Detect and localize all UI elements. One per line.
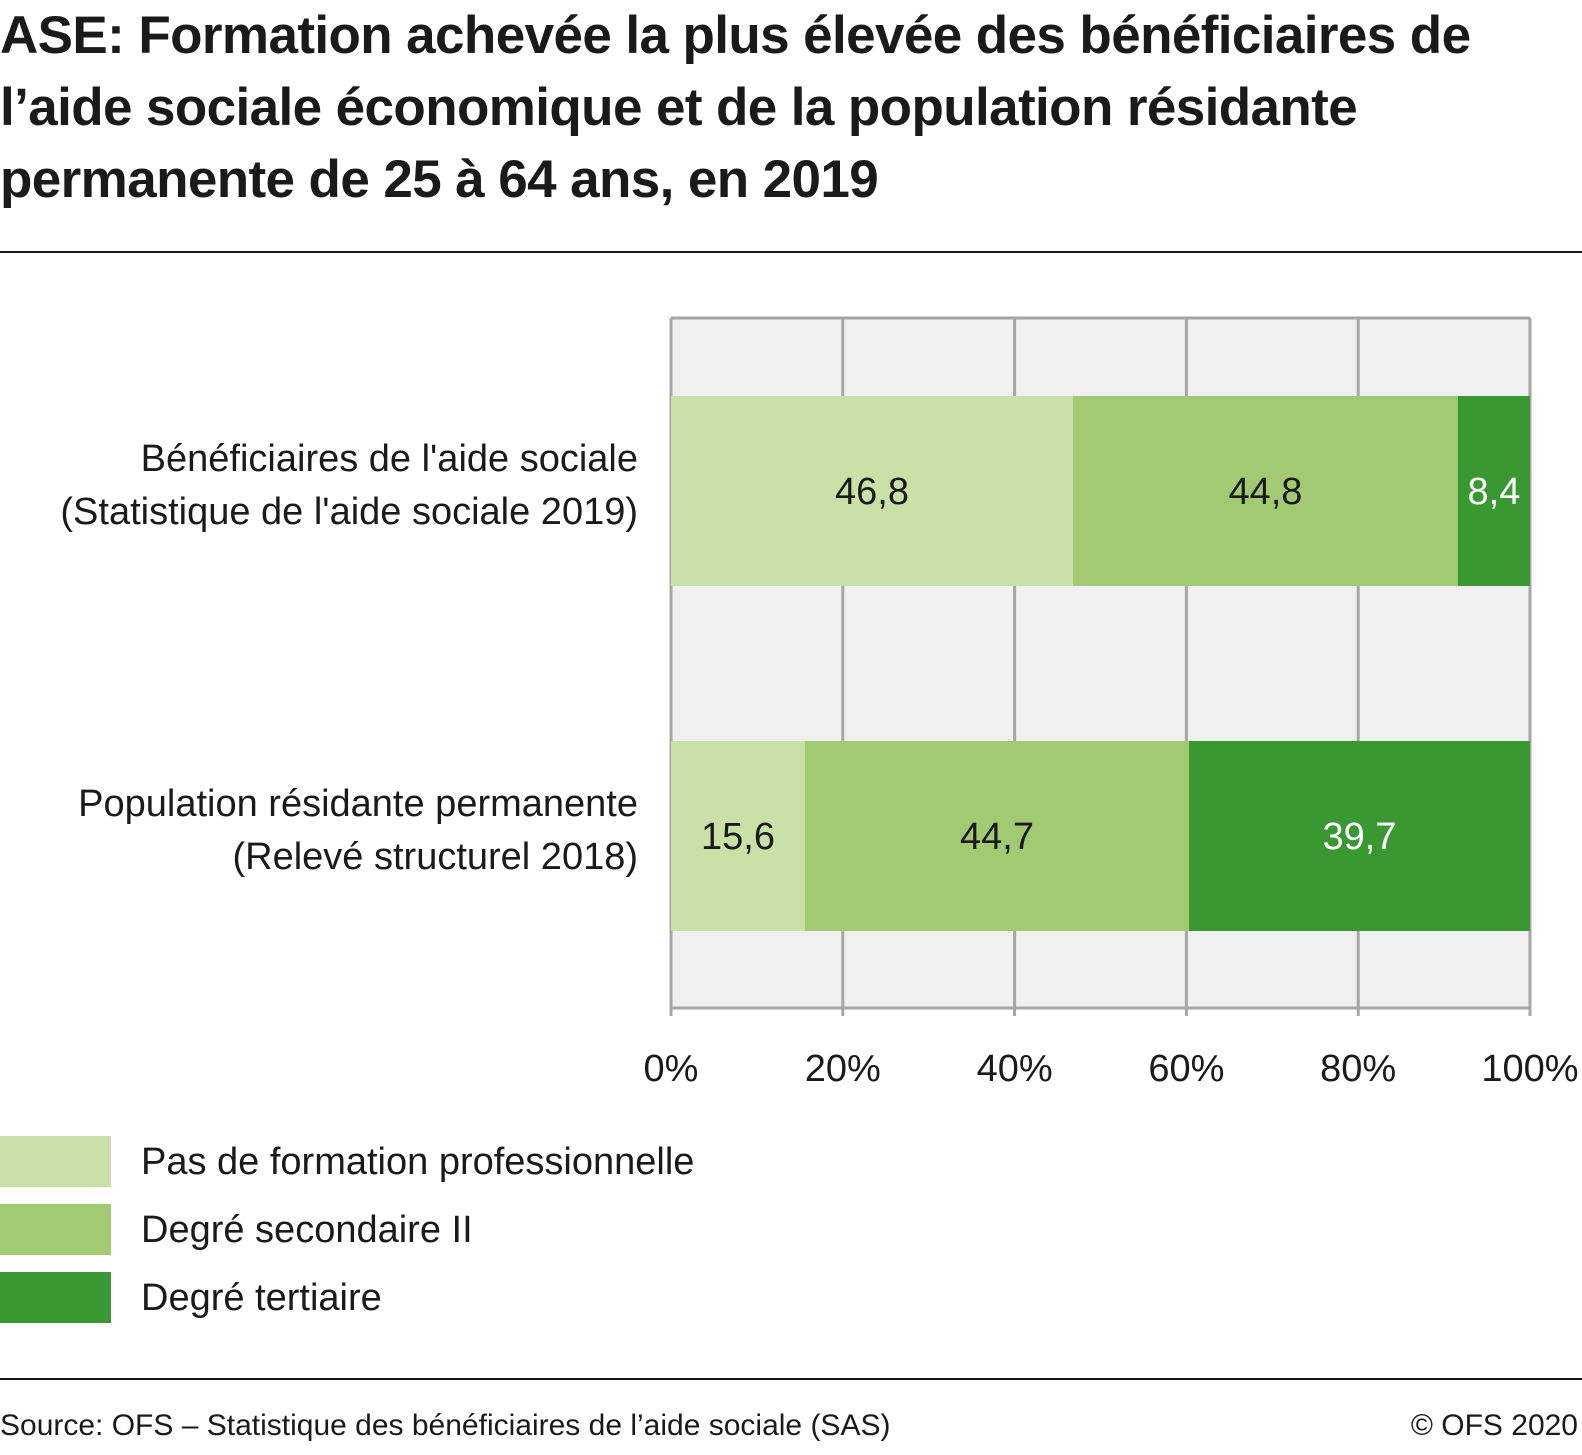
bar-segment (671, 741, 806, 931)
legend-item: Degré tertiaire (0, 1272, 800, 1324)
bar-chart: 0% 20% 40% 60% 80% 100% 46,8 44,8 8,4 15,6 44,7 39,… (644, 316, 1579, 1090)
bar-segment (671, 396, 1074, 586)
x-tick-label: 20% (805, 1048, 881, 1090)
copyright-note: © OFS 2020 (1410, 1409, 1578, 1442)
data-label: 39,7 (1323, 816, 1397, 858)
title-divider (0, 251, 1582, 253)
data-label: 44,8 (1228, 471, 1302, 513)
footer-divider (0, 1378, 1582, 1380)
legend-item: Pas de formation professionnelle (0, 1136, 800, 1188)
category-label-line: (Relevé structurel 2018) (232, 836, 638, 878)
category-label-population: Population résidante permanente (Relevé … (78, 778, 638, 884)
legend-label: Degré secondaire II (141, 1209, 473, 1251)
category-label-line: (Statistique de l'aide sociale 2019) (60, 491, 638, 533)
x-tick-label: 100% (1481, 1048, 1578, 1090)
bar-segment (1188, 741, 1530, 931)
category-label-line: Population résidante permanente (78, 783, 638, 825)
source-note: Source: OFS – Statistique des bénéficiai… (0, 1409, 891, 1442)
category-label-beneficiaires: Bénéficiaires de l'aide sociale (Statist… (60, 433, 638, 539)
legend-label: Degré tertiaire (141, 1277, 382, 1319)
bar-segment (1073, 396, 1458, 586)
bar-segment (1457, 396, 1530, 586)
chart-title: ASE: Formation achevée la plus élevée de… (0, 6, 1471, 209)
legend-swatch (0, 1272, 111, 1323)
x-tick-label: 40% (977, 1048, 1053, 1090)
x-tick-label: 60% (1148, 1048, 1224, 1090)
data-label: 44,7 (960, 816, 1034, 858)
legend-swatch (0, 1136, 111, 1187)
x-tick-label: 80% (1320, 1048, 1396, 1090)
legend-item: Degré secondaire II (0, 1204, 800, 1256)
legend-swatch (0, 1204, 111, 1255)
data-label: 46,8 (835, 471, 909, 513)
category-label-line: Bénéficiaires de l'aide sociale (140, 438, 638, 480)
legend-label: Pas de formation professionnelle (141, 1141, 695, 1183)
bar-segment (805, 741, 1189, 931)
x-tick-label: 0% (644, 1048, 699, 1090)
data-label: 8,4 (1468, 471, 1521, 513)
data-label: 15,6 (701, 816, 775, 858)
